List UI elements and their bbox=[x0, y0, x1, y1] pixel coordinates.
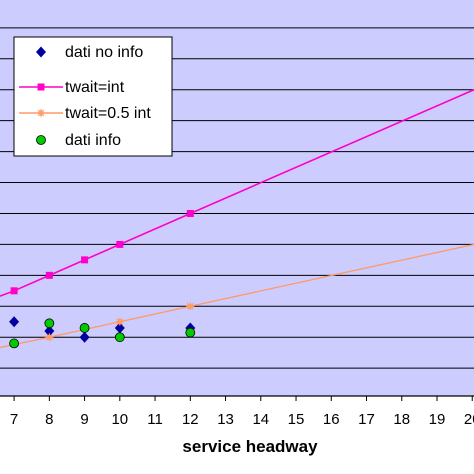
series-2-point-2 bbox=[186, 302, 195, 311]
legend-marker-0 bbox=[36, 46, 46, 58]
legend: dati no info twait=int twait=0.5 int dat… bbox=[13, 36, 173, 157]
x-tick-label-19: 19 bbox=[429, 411, 446, 428]
series-3-point-4 bbox=[185, 327, 196, 338]
series-2-point-0 bbox=[45, 333, 54, 342]
series-layer bbox=[0, 88, 474, 349]
series-0-point-3 bbox=[114, 322, 125, 334]
series-3-point-1 bbox=[44, 318, 55, 329]
legend-label-twait-half-int: twait=0.5 int bbox=[65, 105, 151, 122]
x-tick-label-20: 20 bbox=[464, 411, 474, 428]
series-0-point-1 bbox=[44, 325, 55, 337]
series-3-point-3 bbox=[114, 332, 125, 343]
x-tick-label-11: 11 bbox=[147, 411, 163, 428]
x-tick-label-9: 9 bbox=[80, 411, 88, 428]
x-tick-label-12: 12 bbox=[182, 411, 199, 428]
legend-marker-1 bbox=[37, 83, 45, 91]
x-tick-label-10: 10 bbox=[111, 411, 128, 428]
legend-label-dati-info: dati info bbox=[65, 132, 121, 149]
x-tick-label-17: 17 bbox=[358, 411, 375, 428]
series-2-point-1 bbox=[115, 317, 124, 326]
series-1-point-3 bbox=[116, 240, 124, 248]
series-1-point-0 bbox=[10, 287, 18, 295]
x-tick-label-16: 16 bbox=[323, 411, 340, 428]
x-tick-label-15: 15 bbox=[288, 411, 305, 428]
x-tick-label-14: 14 bbox=[252, 411, 269, 428]
x-tick-label-8: 8 bbox=[45, 411, 53, 428]
series-0-point-2 bbox=[79, 331, 90, 343]
x-tick-label-18: 18 bbox=[393, 411, 410, 428]
x-axis-ticks: 7 8 9 10 11 12 13 14 15 16 17 18 19 20 bbox=[10, 396, 474, 428]
x-axis-label: service headway bbox=[182, 437, 318, 456]
x-tick-label-13: 13 bbox=[217, 411, 234, 428]
series-3-point-2 bbox=[79, 323, 90, 333]
legend-label-twait-int: twait=int bbox=[65, 79, 125, 96]
series-1-point-1 bbox=[45, 271, 53, 279]
series-1-point-4 bbox=[186, 209, 194, 217]
legend-marker-3 bbox=[36, 135, 46, 145]
x-tick-label-7: 7 bbox=[10, 411, 18, 428]
legend-markers bbox=[19, 46, 63, 145]
legend-marker-2 bbox=[37, 109, 45, 117]
series-3-point-0 bbox=[9, 338, 19, 349]
legend-label-dati-no-info: dati no info bbox=[65, 44, 143, 61]
series-0-point-0 bbox=[9, 316, 20, 328]
series-1-point-2 bbox=[81, 256, 89, 264]
